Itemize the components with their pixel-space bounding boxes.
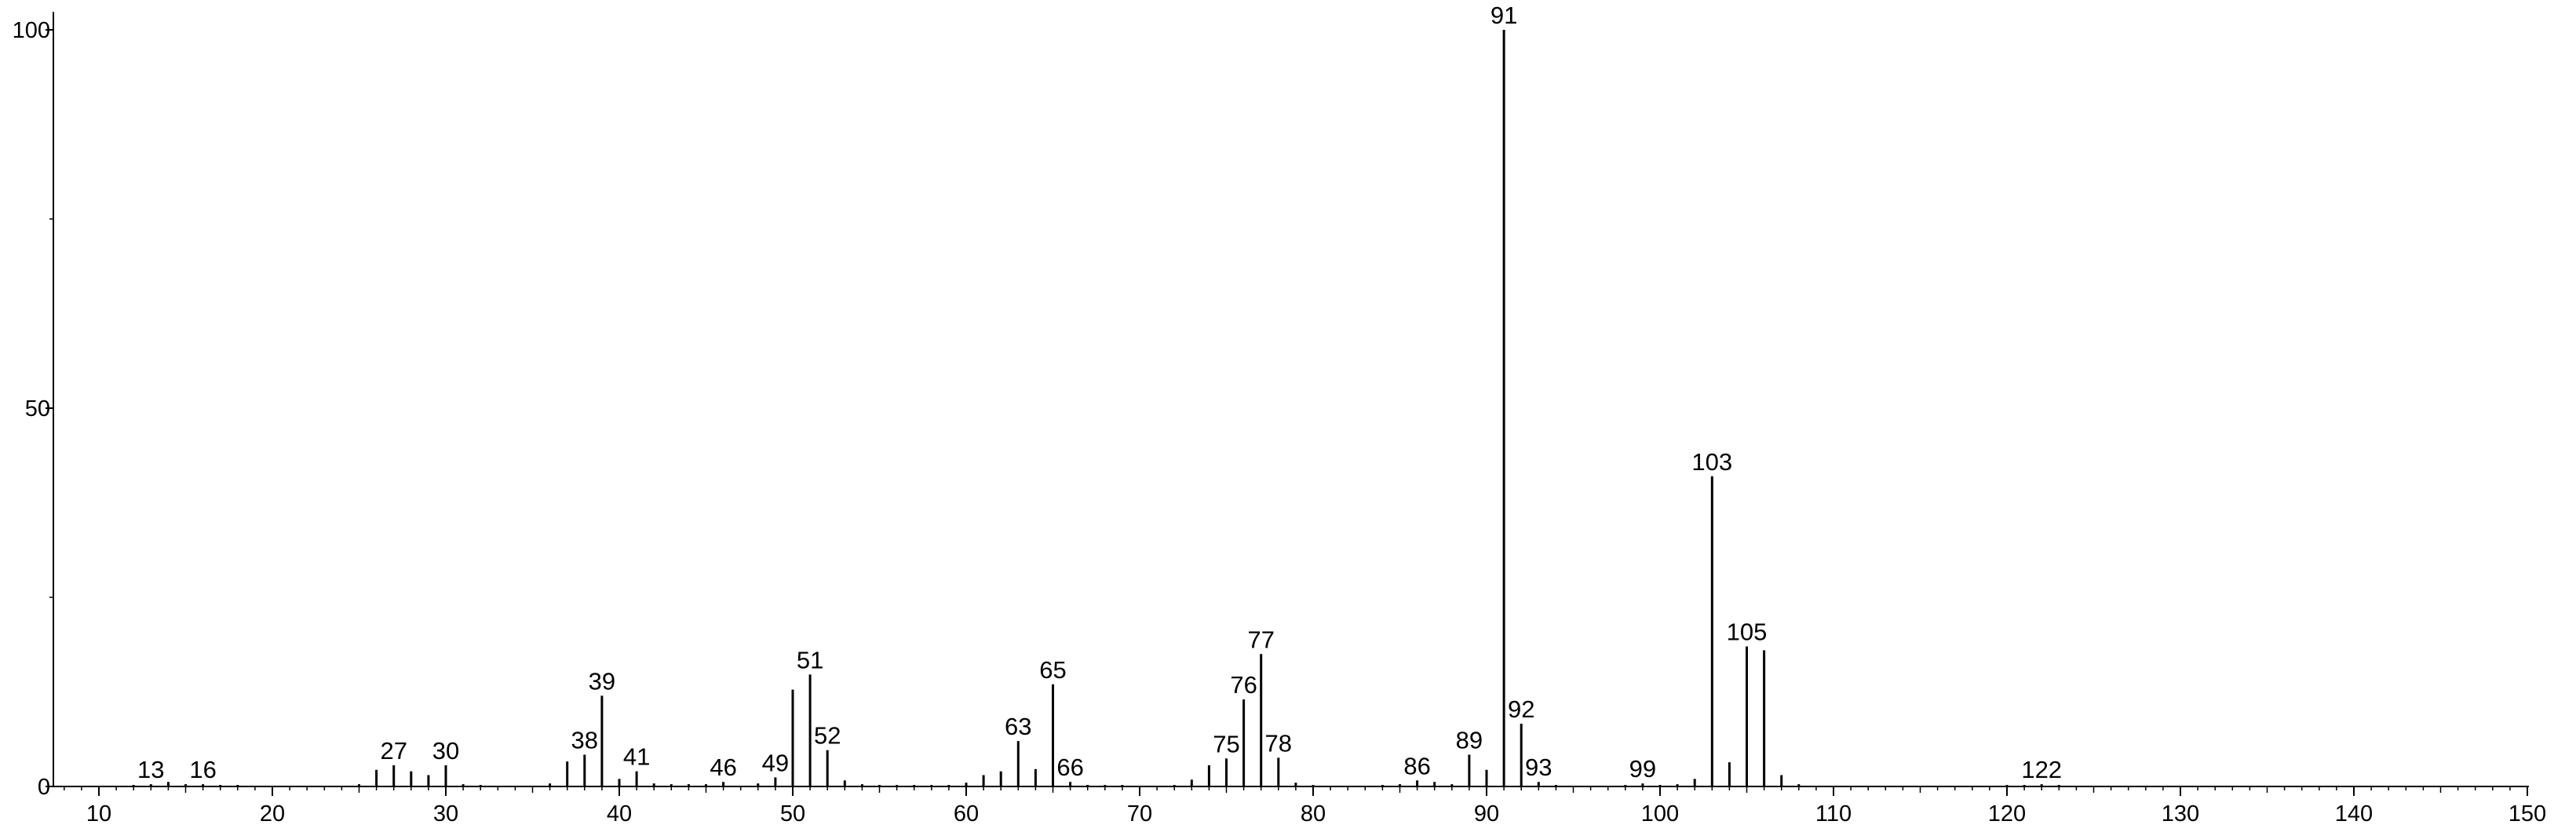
- y-tick-label: 100: [13, 18, 50, 43]
- peak-label: 99: [1629, 755, 1656, 783]
- x-tick-label: 30: [433, 801, 458, 827]
- peak-label: 122: [2021, 756, 2062, 783]
- x-tick-label: 120: [1988, 801, 2026, 827]
- peak-label: 39: [589, 667, 615, 695]
- y-tick-label: 0: [38, 775, 50, 800]
- peak-label: 30: [432, 737, 459, 764]
- x-tick-label: 40: [607, 801, 632, 827]
- spectrum-peaks: [132, 30, 2060, 786]
- x-tick-label: 130: [2162, 801, 2199, 827]
- x-tick-label: 50: [780, 801, 805, 827]
- peak-label: 51: [797, 646, 823, 673]
- x-tick-label: 10: [86, 801, 111, 827]
- peak-label: 76: [1230, 671, 1257, 699]
- x-tick-label: 70: [1127, 801, 1152, 827]
- peak-label: 46: [710, 754, 736, 781]
- peak-label: 65: [1039, 656, 1066, 684]
- y-tick-label: 50: [25, 396, 50, 421]
- x-tick-label: 90: [1474, 801, 1499, 827]
- x-tick-label: 100: [1641, 801, 1679, 827]
- peak-label: 16: [189, 756, 216, 783]
- x-tick-label: 60: [954, 801, 979, 827]
- peak-label: 63: [1005, 713, 1031, 740]
- peak-label: 92: [1508, 695, 1534, 723]
- peak-label: 103: [1691, 448, 1732, 476]
- x-tick-label: 110: [1815, 801, 1852, 827]
- peak-label: 86: [1403, 752, 1430, 779]
- peak-label: 91: [1491, 2, 1517, 29]
- peak-label: 89: [1456, 727, 1483, 754]
- peak-label: 78: [1265, 729, 1292, 757]
- peak-label: 75: [1213, 730, 1239, 757]
- y-axis-ticks: 0 50 100: [13, 18, 53, 800]
- peak-labels: 13 16 27 30 38 39 41 46 49 51 52 63 65 66 75 76 77 78 86 89…: [137, 2, 2062, 783]
- peak-label: 41: [623, 743, 650, 771]
- x-tick-label: 20: [260, 801, 285, 827]
- peak-label: 77: [1247, 626, 1274, 653]
- x-tick-label: 80: [1301, 801, 1326, 827]
- peak-label: 27: [380, 737, 407, 764]
- x-tick-label: 140: [2335, 801, 2373, 827]
- peak-label: 93: [1525, 754, 1552, 781]
- peak-label: 105: [1727, 619, 1768, 646]
- x-tick-label: 150: [2508, 801, 2546, 827]
- peak-label: 52: [814, 722, 841, 750]
- peak-label: 66: [1056, 754, 1083, 781]
- peak-label: 38: [571, 727, 598, 754]
- x-axis-ticks: 10 20 30 40 50 60 70 80 90 100 110 120 130 140 150: [64, 786, 2546, 827]
- peak-label: 13: [137, 756, 164, 783]
- peak-label: 49: [762, 749, 789, 776]
